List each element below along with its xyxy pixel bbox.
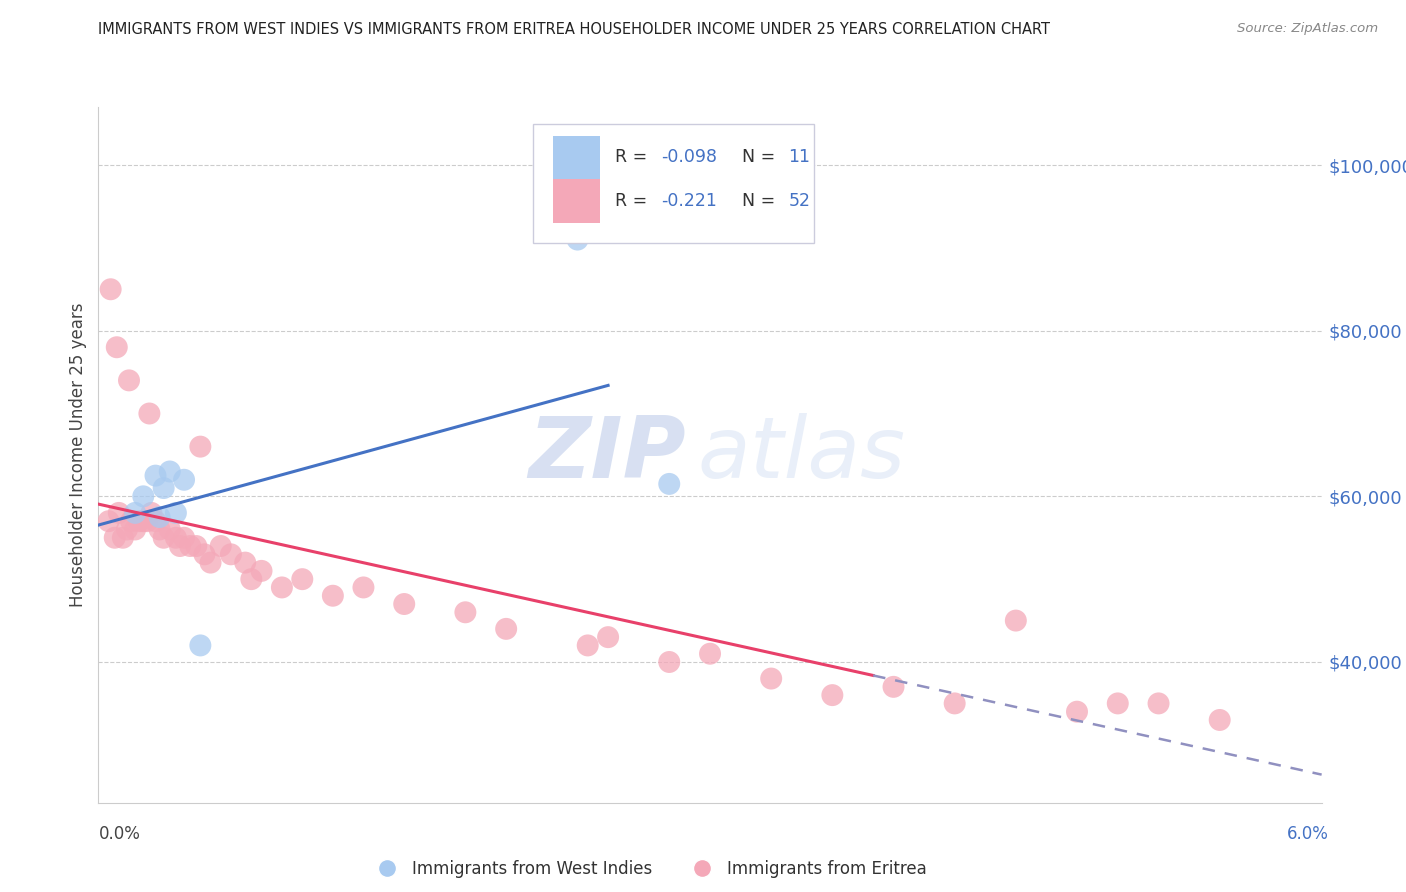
Text: -0.098: -0.098 — [661, 148, 717, 166]
Point — [149, 510, 172, 524]
Point — [576, 639, 599, 653]
Text: -0.221: -0.221 — [661, 192, 717, 210]
Point — [138, 407, 160, 421]
Point — [250, 564, 273, 578]
Point — [291, 572, 314, 586]
Point — [97, 514, 120, 528]
Point — [165, 506, 187, 520]
Bar — [554, 179, 600, 222]
Point — [1107, 697, 1129, 711]
Point — [152, 481, 174, 495]
Point — [943, 697, 966, 711]
Point — [120, 514, 142, 528]
Point — [132, 514, 155, 528]
Point — [165, 531, 187, 545]
Y-axis label: Householder Income Under 25 years: Householder Income Under 25 years — [69, 302, 87, 607]
Point — [159, 523, 181, 537]
Point — [699, 647, 721, 661]
Point — [152, 531, 174, 545]
Text: ZIP: ZIP — [527, 413, 686, 497]
Legend: Immigrants from West Indies, Immigrants from Eritrea: Immigrants from West Indies, Immigrants … — [364, 854, 934, 885]
Point — [658, 655, 681, 669]
Point — [1208, 713, 1230, 727]
Point — [173, 473, 195, 487]
Point — [495, 622, 517, 636]
Point — [108, 506, 131, 520]
Text: N =: N = — [731, 148, 780, 166]
Text: atlas: atlas — [697, 413, 905, 497]
Point — [188, 639, 212, 653]
Point — [111, 531, 134, 545]
Point — [105, 340, 128, 354]
Point — [149, 523, 172, 537]
Point — [596, 630, 619, 644]
Point — [454, 605, 477, 619]
Point — [136, 514, 159, 528]
Text: Source: ZipAtlas.com: Source: ZipAtlas.com — [1237, 22, 1378, 36]
Point — [352, 581, 374, 595]
Point — [567, 233, 589, 247]
Text: 52: 52 — [789, 192, 810, 210]
Point — [124, 523, 146, 537]
Point — [759, 672, 782, 686]
Point — [145, 468, 167, 483]
Point — [270, 581, 292, 595]
Point — [100, 282, 122, 296]
Text: R =: R = — [614, 148, 652, 166]
Point — [233, 556, 256, 570]
Point — [821, 688, 844, 702]
Point — [240, 572, 263, 586]
Text: IMMIGRANTS FROM WEST INDIES VS IMMIGRANTS FROM ERITREA HOUSEHOLDER INCOME UNDER : IMMIGRANTS FROM WEST INDIES VS IMMIGRANT… — [98, 22, 1050, 37]
Point — [186, 539, 208, 553]
Point — [128, 514, 150, 528]
Point — [179, 539, 201, 553]
Point — [219, 547, 242, 561]
Point — [118, 373, 141, 387]
Point — [193, 547, 215, 561]
Text: R =: R = — [614, 192, 652, 210]
Text: 11: 11 — [789, 148, 810, 166]
Point — [124, 506, 146, 520]
Point — [1066, 705, 1088, 719]
Point — [169, 539, 191, 553]
Point — [1147, 697, 1170, 711]
FancyBboxPatch shape — [533, 124, 814, 243]
Point — [141, 506, 163, 520]
Text: 6.0%: 6.0% — [1286, 825, 1329, 843]
Text: N =: N = — [731, 192, 780, 210]
Point — [658, 477, 681, 491]
Point — [173, 531, 195, 545]
Point — [882, 680, 904, 694]
Bar — [554, 136, 600, 178]
Point — [145, 514, 167, 528]
Point — [132, 489, 155, 503]
Point — [322, 589, 344, 603]
Point — [115, 523, 138, 537]
Point — [1004, 614, 1026, 628]
Point — [104, 531, 127, 545]
Point — [200, 556, 222, 570]
Point — [392, 597, 416, 611]
Point — [159, 465, 181, 479]
Point — [188, 440, 212, 454]
Text: 0.0%: 0.0% — [98, 825, 141, 843]
Point — [209, 539, 232, 553]
